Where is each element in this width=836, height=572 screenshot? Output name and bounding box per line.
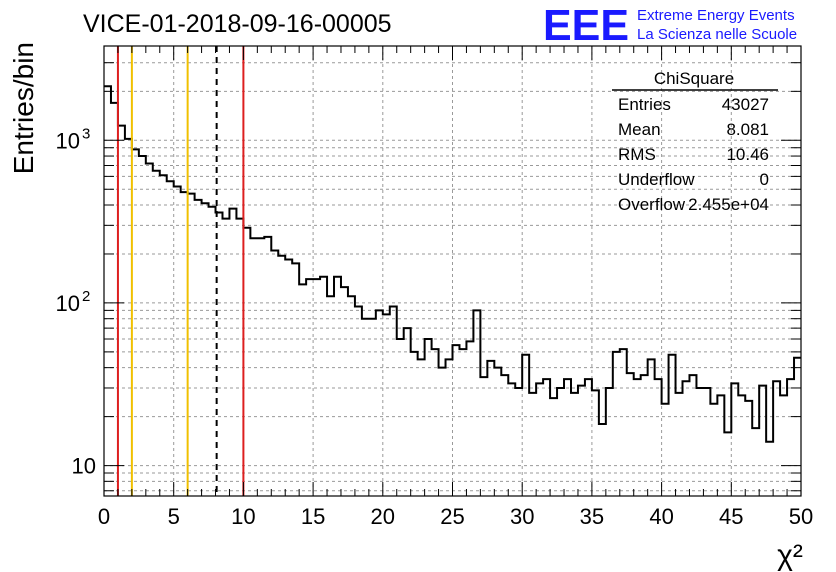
reference-lines — [116, 46, 245, 496]
x-tick-label: 5 — [168, 504, 180, 529]
x-tick-label: 45 — [719, 504, 743, 529]
stats-value: 10.46 — [726, 145, 769, 164]
x-axis-title: χ² — [777, 539, 803, 572]
x-tick-label: 10 — [231, 504, 255, 529]
stats-box: ChiSquare Entries 43027 Mean 8.081 RMS 10.46 U… — [612, 69, 778, 214]
x-tick-label: 0 — [98, 504, 110, 529]
x-tick-label: 30 — [510, 504, 534, 529]
y-tick-exponent: 2 — [82, 288, 90, 305]
eee-logo: EEE Extreme Energy Events La Scienza nel… — [543, 1, 797, 50]
x-tick-label: 15 — [301, 504, 325, 529]
x-tick-label: 25 — [440, 504, 464, 529]
y-tick-label: 10 — [72, 454, 96, 479]
y-tick-label: 10 — [56, 128, 80, 153]
histogram-step-line — [104, 85, 801, 443]
y-tick-label: 10 — [56, 291, 80, 316]
x-tick-label: 20 — [371, 504, 395, 529]
x-tick-label: 35 — [580, 504, 604, 529]
stats-label: Underflow — [618, 170, 695, 189]
logo-line-1: Extreme Energy Events — [637, 7, 795, 24]
logo-line-2: La Scienza nelle Scuole — [637, 26, 797, 43]
stats-value: 2.455e+04 — [688, 195, 769, 214]
stats-box-name: ChiSquare — [654, 69, 734, 88]
stats-label: RMS — [618, 145, 656, 164]
chart-title: VICE-01-2018-09-16-00005 — [83, 10, 392, 38]
stats-label: Entries — [618, 95, 671, 114]
stats-value: 0 — [760, 170, 769, 189]
stats-value: 43027 — [722, 95, 769, 114]
y-tick-exponent: 3 — [82, 125, 90, 142]
x-tick-label: 50 — [789, 504, 813, 529]
x-tick-label: 40 — [649, 504, 673, 529]
axis-ticks — [103, 46, 802, 496]
y-axis-title: Entries/bin — [8, 42, 39, 174]
histogram-series — [104, 85, 801, 443]
stats-value: 8.081 — [726, 120, 769, 139]
stats-label: Mean — [618, 120, 661, 139]
x-tick-labels: 0 5 10 15 20 25 30 35 40 45 50 — [98, 504, 813, 529]
stats-label: Overflow — [618, 195, 686, 214]
grid-lines — [104, 46, 801, 496]
eee-logo-mark: EEE — [543, 1, 629, 50]
